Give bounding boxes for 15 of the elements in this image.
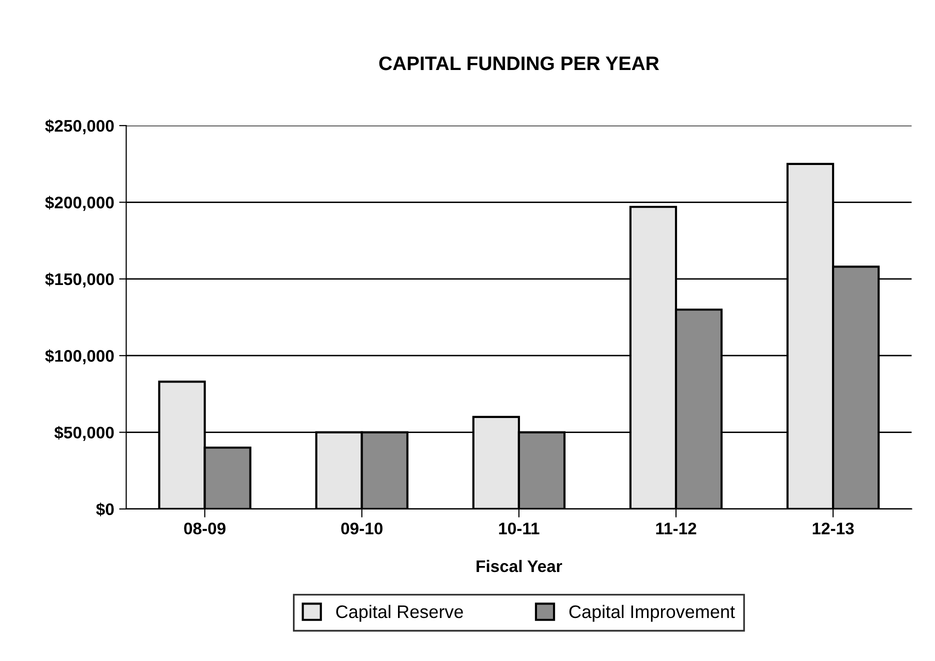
y-tick-label: $150,000 bbox=[45, 272, 114, 288]
x-tick-label: 08-09 bbox=[184, 522, 226, 534]
y-tick-label: $250,000 bbox=[45, 119, 114, 134]
x-tick-label: 11-12 bbox=[656, 522, 696, 534]
y-tick-label: $50,000 bbox=[54, 426, 114, 441]
x-axis-title: Fiscal Year bbox=[476, 560, 562, 572]
y-tick-label: $0 bbox=[96, 502, 114, 516]
y-tick-label: $100,000 bbox=[45, 349, 114, 364]
legend-label: Capital Improvement bbox=[569, 604, 735, 622]
x-tick-label: 09-10 bbox=[341, 522, 382, 534]
legend-label: Capital Reserve bbox=[336, 604, 463, 622]
x-tick-label: 12-13 bbox=[812, 522, 854, 534]
x-tick-label: 10-11 bbox=[499, 522, 540, 534]
y-tick-label: $200,000 bbox=[45, 196, 114, 211]
chart-title: CAPITAL FUNDING PER YEAR bbox=[379, 56, 659, 70]
